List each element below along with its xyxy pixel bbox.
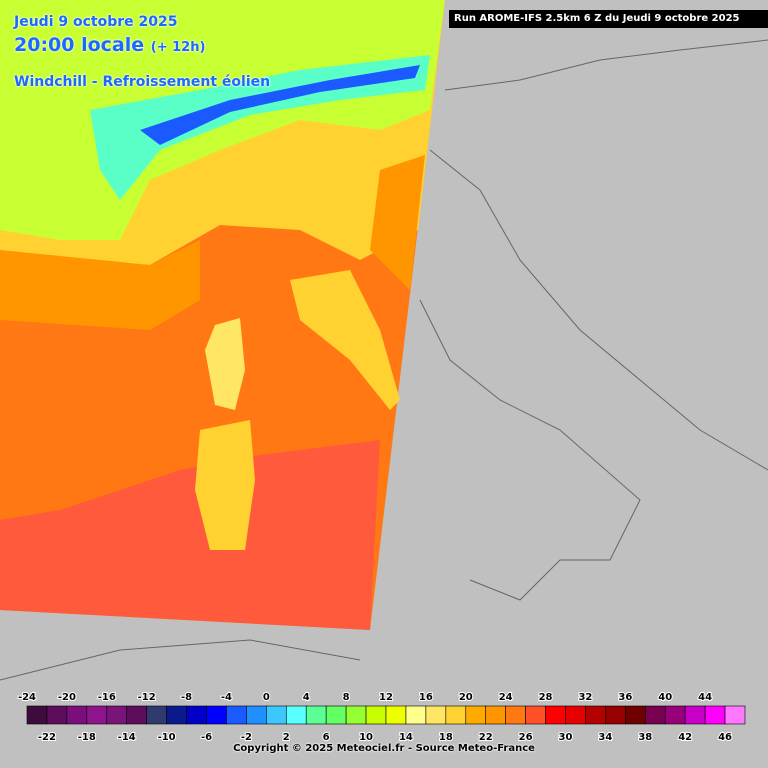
legend-swatch — [66, 705, 88, 725]
legend-label: 12 — [379, 692, 393, 703]
legend-label: 36 — [618, 692, 632, 703]
legend-label: 30 — [559, 732, 573, 743]
coastline — [0, 639, 361, 681]
legend-label: -22 — [38, 732, 56, 743]
borders — [0, 39, 768, 681]
adriatic — [370, 155, 425, 290]
legend-label: 18 — [439, 732, 453, 743]
legend-label: -6 — [201, 732, 212, 743]
legend-swatch — [86, 705, 108, 725]
legend-label: 16 — [419, 692, 433, 703]
legend-label: -8 — [181, 692, 192, 703]
legend-label: 32 — [578, 692, 592, 703]
legend-label: 22 — [479, 732, 493, 743]
legend-label: -20 — [58, 692, 76, 703]
legend-label: 6 — [323, 732, 330, 743]
legend-swatch — [664, 705, 686, 725]
alps-cold — [90, 55, 430, 200]
legend-swatch — [425, 705, 447, 725]
legend-swatch — [26, 705, 48, 725]
legend-swatch — [325, 705, 347, 725]
legend-swatch — [166, 705, 187, 725]
legend-label: -10 — [158, 732, 176, 743]
legend-swatch — [445, 705, 467, 725]
legend-label: 20 — [459, 692, 473, 703]
alps-peaks — [140, 65, 420, 145]
corsica — [205, 318, 245, 410]
legend-swatch — [246, 705, 267, 725]
legend-swatch — [465, 705, 487, 725]
legend-swatch — [525, 705, 546, 725]
legend-label: -2 — [241, 732, 252, 743]
legend-label: -12 — [138, 692, 156, 703]
legend-swatch — [345, 705, 367, 725]
time-text: 20:00 locale — [14, 34, 145, 56]
legend-label: 28 — [539, 692, 553, 703]
legend-label: 42 — [678, 732, 692, 743]
legend-label: 44 — [698, 692, 712, 703]
copyright: Copyright © 2025 Meteociel.fr - Source M… — [233, 743, 535, 754]
legend-swatch — [724, 705, 746, 725]
legend-swatch — [365, 705, 387, 725]
time: 20:00 locale (+ 12h) — [14, 34, 205, 56]
legend-swatch — [226, 705, 247, 725]
legend-swatch — [625, 705, 646, 725]
legend-swatch — [644, 705, 666, 725]
legend-swatch — [146, 705, 167, 725]
parameter: Windchill - Refroissement éolien — [14, 74, 271, 90]
legend-label: 0 — [263, 692, 270, 703]
legend-swatch — [684, 705, 706, 725]
legend-swatch — [704, 705, 726, 725]
legend-swatch — [106, 705, 128, 725]
sardinia — [195, 420, 255, 550]
coastline — [429, 149, 768, 471]
legend-swatch — [46, 705, 68, 725]
legend-label: 4 — [303, 692, 310, 703]
border — [444, 39, 768, 91]
coastline — [419, 299, 641, 601]
legend-swatch — [385, 705, 407, 725]
legend-label: 34 — [598, 732, 612, 743]
legend-swatch — [126, 705, 147, 725]
legend-swatch — [206, 705, 227, 725]
legend-label: 10 — [359, 732, 373, 743]
legend-swatch — [605, 705, 626, 725]
gulf-zone — [0, 240, 200, 330]
legend-label: -24 — [18, 692, 36, 703]
legend-label: 26 — [519, 732, 533, 743]
legend-swatch — [485, 705, 506, 725]
legend-label: -14 — [118, 732, 136, 743]
date: Jeudi 9 octobre 2025 — [14, 14, 178, 30]
legend-label: -4 — [221, 692, 232, 703]
legend-swatch — [585, 705, 606, 725]
lead: (+ 12h) — [150, 40, 206, 55]
legend-swatch — [305, 705, 327, 725]
legend-swatch — [405, 705, 427, 725]
legend-swatch — [505, 705, 526, 725]
legend-swatch — [266, 705, 287, 725]
legend-label: 8 — [343, 692, 350, 703]
legend-label: 38 — [638, 732, 652, 743]
legend-label: 40 — [658, 692, 672, 703]
legend-label: 24 — [499, 692, 513, 703]
warm-sea — [0, 440, 380, 630]
legend-swatch — [285, 705, 307, 725]
legend-label: 46 — [718, 732, 732, 743]
legend-label: 14 — [399, 732, 413, 743]
legend-swatch — [565, 705, 586, 725]
legend-label: -16 — [98, 692, 116, 703]
legend-swatch — [186, 705, 207, 725]
run-label: Run AROME-IFS 2.5km 6 Z du Jeudi 9 octob… — [449, 10, 768, 28]
legend-label: -18 — [78, 732, 96, 743]
legend-label: 2 — [283, 732, 290, 743]
italy-coast — [290, 270, 400, 410]
legend-swatch — [545, 705, 566, 725]
